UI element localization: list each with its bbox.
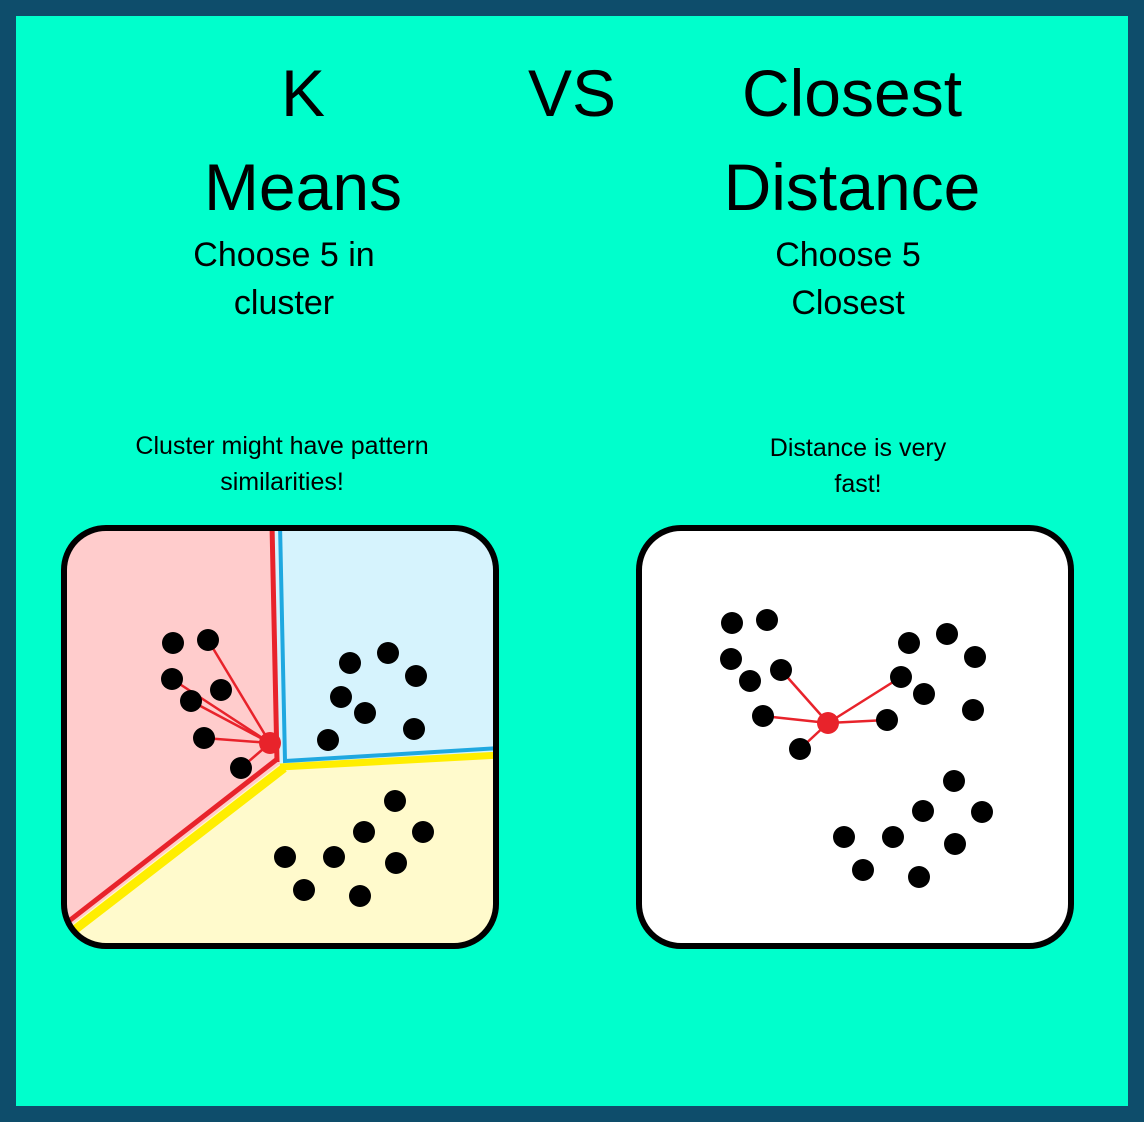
data-point — [944, 833, 966, 855]
data-point — [789, 738, 811, 760]
data-point — [210, 679, 232, 701]
data-point — [274, 846, 296, 868]
data-point — [908, 866, 930, 888]
data-point — [898, 632, 920, 654]
data-point — [833, 826, 855, 848]
subtitle-right-line1: Choose 5 — [775, 236, 921, 274]
subtitle-left-line2: cluster — [233, 284, 335, 322]
data-point — [403, 718, 425, 740]
note-left-line2: similarities! — [220, 468, 344, 496]
data-point — [230, 757, 252, 779]
boundary-red-diagonal — [64, 758, 278, 930]
boundary-yellow-diagonal — [64, 764, 287, 942]
data-point — [180, 690, 202, 712]
data-point — [317, 729, 339, 751]
data-point — [936, 623, 958, 645]
data-point — [385, 852, 407, 874]
note-left-line1: Cluster might have pattern — [135, 432, 429, 460]
data-point — [721, 612, 743, 634]
data-point — [405, 665, 427, 687]
data-point — [339, 652, 361, 674]
kmeans-line — [206, 639, 272, 744]
subtitle-left-line1: Choose 5 in — [193, 236, 375, 274]
data-point — [943, 770, 965, 792]
data-point — [354, 702, 376, 724]
kmeans-panel-border — [61, 525, 499, 949]
data-point — [852, 859, 874, 881]
data-point — [349, 885, 371, 907]
kmeans-line — [190, 699, 271, 745]
kmeans-panel — [61, 525, 499, 949]
data-point — [193, 727, 215, 749]
data-point — [964, 646, 986, 668]
closest-distance-panel — [636, 525, 1074, 949]
data-point — [330, 686, 352, 708]
query-point — [817, 712, 839, 734]
red-cluster-points — [161, 629, 252, 779]
data-point — [876, 709, 898, 731]
subtitle-right-line2: Closest — [791, 284, 905, 322]
closest-panel-border — [636, 525, 1074, 949]
data-point — [384, 790, 406, 812]
title-k: K — [280, 56, 326, 130]
title-distance: Distance — [723, 150, 981, 224]
boundary-yellow-top — [279, 751, 496, 771]
data-point — [353, 821, 375, 843]
data-point — [720, 648, 742, 670]
data-point — [377, 642, 399, 664]
boundary-red-vertical — [269, 528, 280, 763]
boundary-blue — [278, 528, 496, 764]
data-point — [971, 801, 993, 823]
title-vs: VS — [527, 56, 617, 130]
note-right-line2: fast! — [834, 470, 882, 498]
region-red — [64, 528, 280, 934]
note-right-line1: Distance is very — [769, 434, 947, 462]
data-point — [293, 879, 315, 901]
data-point — [962, 699, 984, 721]
data-point — [323, 846, 345, 868]
closest-line — [780, 669, 829, 724]
data-point — [912, 800, 934, 822]
data-point — [739, 670, 761, 692]
blue-cluster-points — [317, 642, 427, 751]
data-point — [890, 666, 912, 688]
title-means: Means — [203, 150, 403, 224]
data-point — [756, 609, 778, 631]
query-point — [259, 732, 281, 754]
data-point — [913, 683, 935, 705]
data-point — [161, 668, 183, 690]
data-point — [770, 659, 792, 681]
data-point — [412, 821, 434, 843]
closest-line — [827, 675, 902, 725]
data-point — [752, 705, 774, 727]
kmeans-line — [171, 677, 271, 745]
data-point — [882, 826, 904, 848]
title-closest: Closest — [741, 56, 963, 130]
data-point — [162, 632, 184, 654]
kmeans-line — [203, 736, 271, 745]
closest-points — [720, 609, 993, 888]
data-point — [197, 629, 219, 651]
yellow-cluster-points — [274, 790, 434, 907]
